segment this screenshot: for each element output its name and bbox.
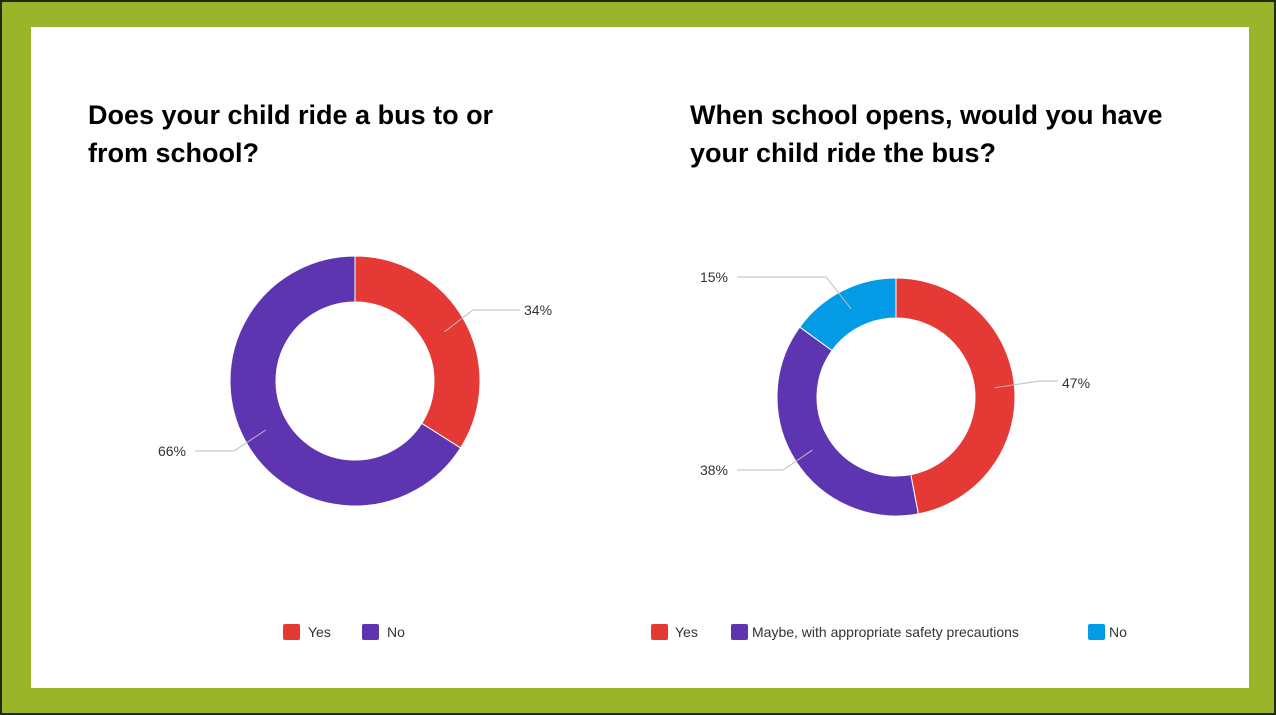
- legend-swatch: [731, 624, 748, 640]
- legend-swatch: [651, 624, 668, 640]
- slice-label: 47%: [1062, 375, 1090, 391]
- donut-chart-1: 34% 66%: [158, 255, 552, 507]
- chart-title-bus-ride: Does your child ride a bus to or from sc…: [88, 100, 494, 168]
- legend-swatch: [283, 624, 300, 640]
- slice-yes: [895, 277, 1016, 515]
- slice-label: 34%: [524, 302, 552, 318]
- slice-no: [229, 255, 462, 507]
- leader-line: [444, 309, 520, 333]
- leader-line: [737, 449, 813, 471]
- legend-2: Yes Maybe, with appropriate safety precau…: [651, 624, 1127, 640]
- legend-label: Maybe, with appropriate safety precautio…: [752, 624, 1019, 640]
- leader-line: [994, 380, 1058, 389]
- legend-label: No: [387, 624, 405, 640]
- slice-maybe-with-appropriate-safety-precautions: [776, 326, 919, 517]
- donut-chart-2: 47% 38% 15%: [700, 269, 1090, 517]
- leader-line: [737, 276, 852, 310]
- chart-title-school-opens: When school opens, would you have your c…: [690, 100, 1163, 168]
- slice-yes: [354, 255, 481, 449]
- legend-1: Yes No: [283, 624, 405, 640]
- legend-label: Yes: [308, 624, 331, 640]
- slice-label: 66%: [158, 443, 186, 459]
- slice-label: 38%: [700, 462, 728, 478]
- legend-swatch: [1088, 624, 1105, 640]
- legend-label: No: [1109, 624, 1127, 640]
- legend-label: Yes: [675, 624, 698, 640]
- slice-no: [799, 277, 897, 352]
- leader-line: [195, 429, 266, 452]
- slice-label: 15%: [700, 269, 728, 285]
- legend-swatch: [362, 624, 379, 640]
